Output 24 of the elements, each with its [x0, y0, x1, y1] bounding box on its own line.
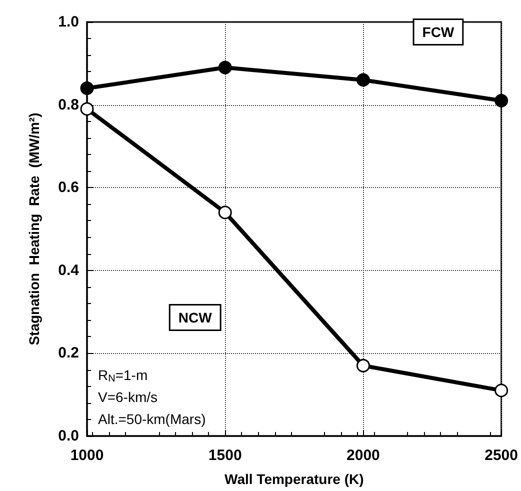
- text: FCW: [422, 24, 455, 40]
- point: [80, 102, 94, 116]
- point: [356, 73, 370, 87]
- annotation: Alt.=50-km(Mars): [98, 411, 206, 427]
- point: [218, 206, 232, 220]
- y-tick-label: 0.6: [58, 179, 79, 196]
- x-tick-label: 1500: [208, 447, 242, 464]
- y-tick-label: 0.0: [58, 428, 79, 444]
- point: [80, 81, 94, 95]
- y-tick-label: 0.8: [58, 96, 79, 114]
- x-axis-title: Wall Temperature (K): [224, 471, 364, 487]
- y-tick-label: 0.2: [58, 344, 79, 362]
- y-tick-label: 0.4: [58, 262, 80, 279]
- x-tick-label: 1000: [70, 447, 104, 464]
- x-tick-label: 2500: [484, 447, 518, 464]
- point: [494, 384, 508, 398]
- text: NCW: [178, 309, 213, 326]
- point: [218, 60, 232, 74]
- point: [356, 358, 370, 372]
- point: [494, 94, 508, 108]
- y-tick-label: 1.0: [58, 14, 79, 30]
- y-axis-title: Stagnation Heating Rate (MW/m²): [26, 112, 42, 346]
- annotation: V=6-km/s: [98, 389, 158, 405]
- x-tick-label: 2000: [346, 447, 380, 464]
